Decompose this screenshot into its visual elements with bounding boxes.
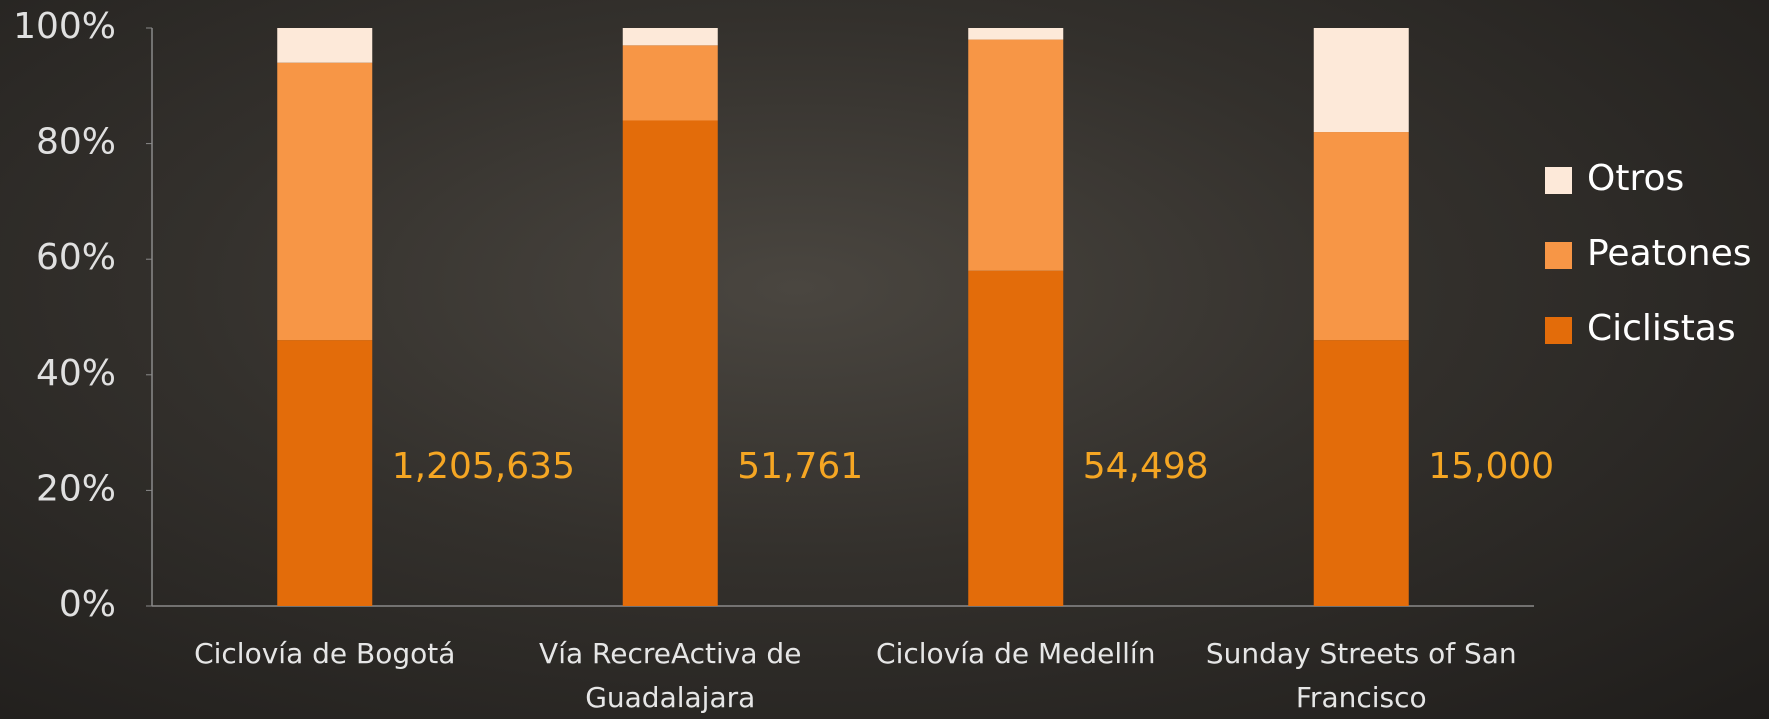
bar-segment bbox=[623, 120, 718, 606]
legend-swatch bbox=[1545, 242, 1572, 269]
bar-segment bbox=[623, 28, 718, 45]
bar-segment bbox=[277, 28, 372, 63]
legend-label: Otros bbox=[1587, 158, 1684, 199]
bar-segment bbox=[1314, 340, 1409, 606]
legend-label: Ciclistas bbox=[1587, 308, 1736, 349]
x-tick-label: Sunday Streets of San Francisco bbox=[1196, 632, 1526, 720]
chart: 0% 20% 40% 60% 80% 100% 1,205,635 51,761 54,498 1… bbox=[0, 0, 1769, 719]
y-tick-label: 60% bbox=[36, 237, 116, 278]
legend-swatch bbox=[1545, 167, 1572, 194]
bar-segment bbox=[968, 40, 1063, 271]
x-tick-label: Ciclovía de Medellín bbox=[851, 632, 1181, 676]
bar-segment bbox=[1314, 28, 1409, 132]
bar-segment bbox=[968, 28, 1063, 40]
annotation: 15,000 bbox=[1428, 446, 1554, 487]
annotation: 54,498 bbox=[1083, 446, 1209, 487]
bar-segment bbox=[277, 63, 372, 340]
bar-segment bbox=[1314, 132, 1409, 340]
y-tick-label: 80% bbox=[36, 122, 116, 163]
y-tick-label: 0% bbox=[59, 584, 116, 625]
legend-swatch bbox=[1545, 317, 1572, 344]
slide: 0% 20% 40% 60% 80% 100% 1,205,635 51,761 54,498 1… bbox=[0, 0, 1769, 719]
y-tick-label: 100% bbox=[13, 6, 116, 47]
bar-segment bbox=[623, 45, 718, 120]
annotation: 51,761 bbox=[737, 446, 863, 487]
bar-segment bbox=[968, 271, 1063, 606]
y-tick-label: 20% bbox=[36, 468, 116, 509]
x-tick-label: Ciclovía de Bogotá bbox=[160, 632, 490, 676]
annotation: 1,205,635 bbox=[392, 446, 575, 487]
legend-label: Peatones bbox=[1587, 233, 1752, 274]
x-tick-label: Vía RecreActiva de Guadalajara bbox=[505, 632, 835, 720]
y-tick-label: 40% bbox=[36, 353, 116, 394]
bar-segment bbox=[277, 340, 372, 606]
